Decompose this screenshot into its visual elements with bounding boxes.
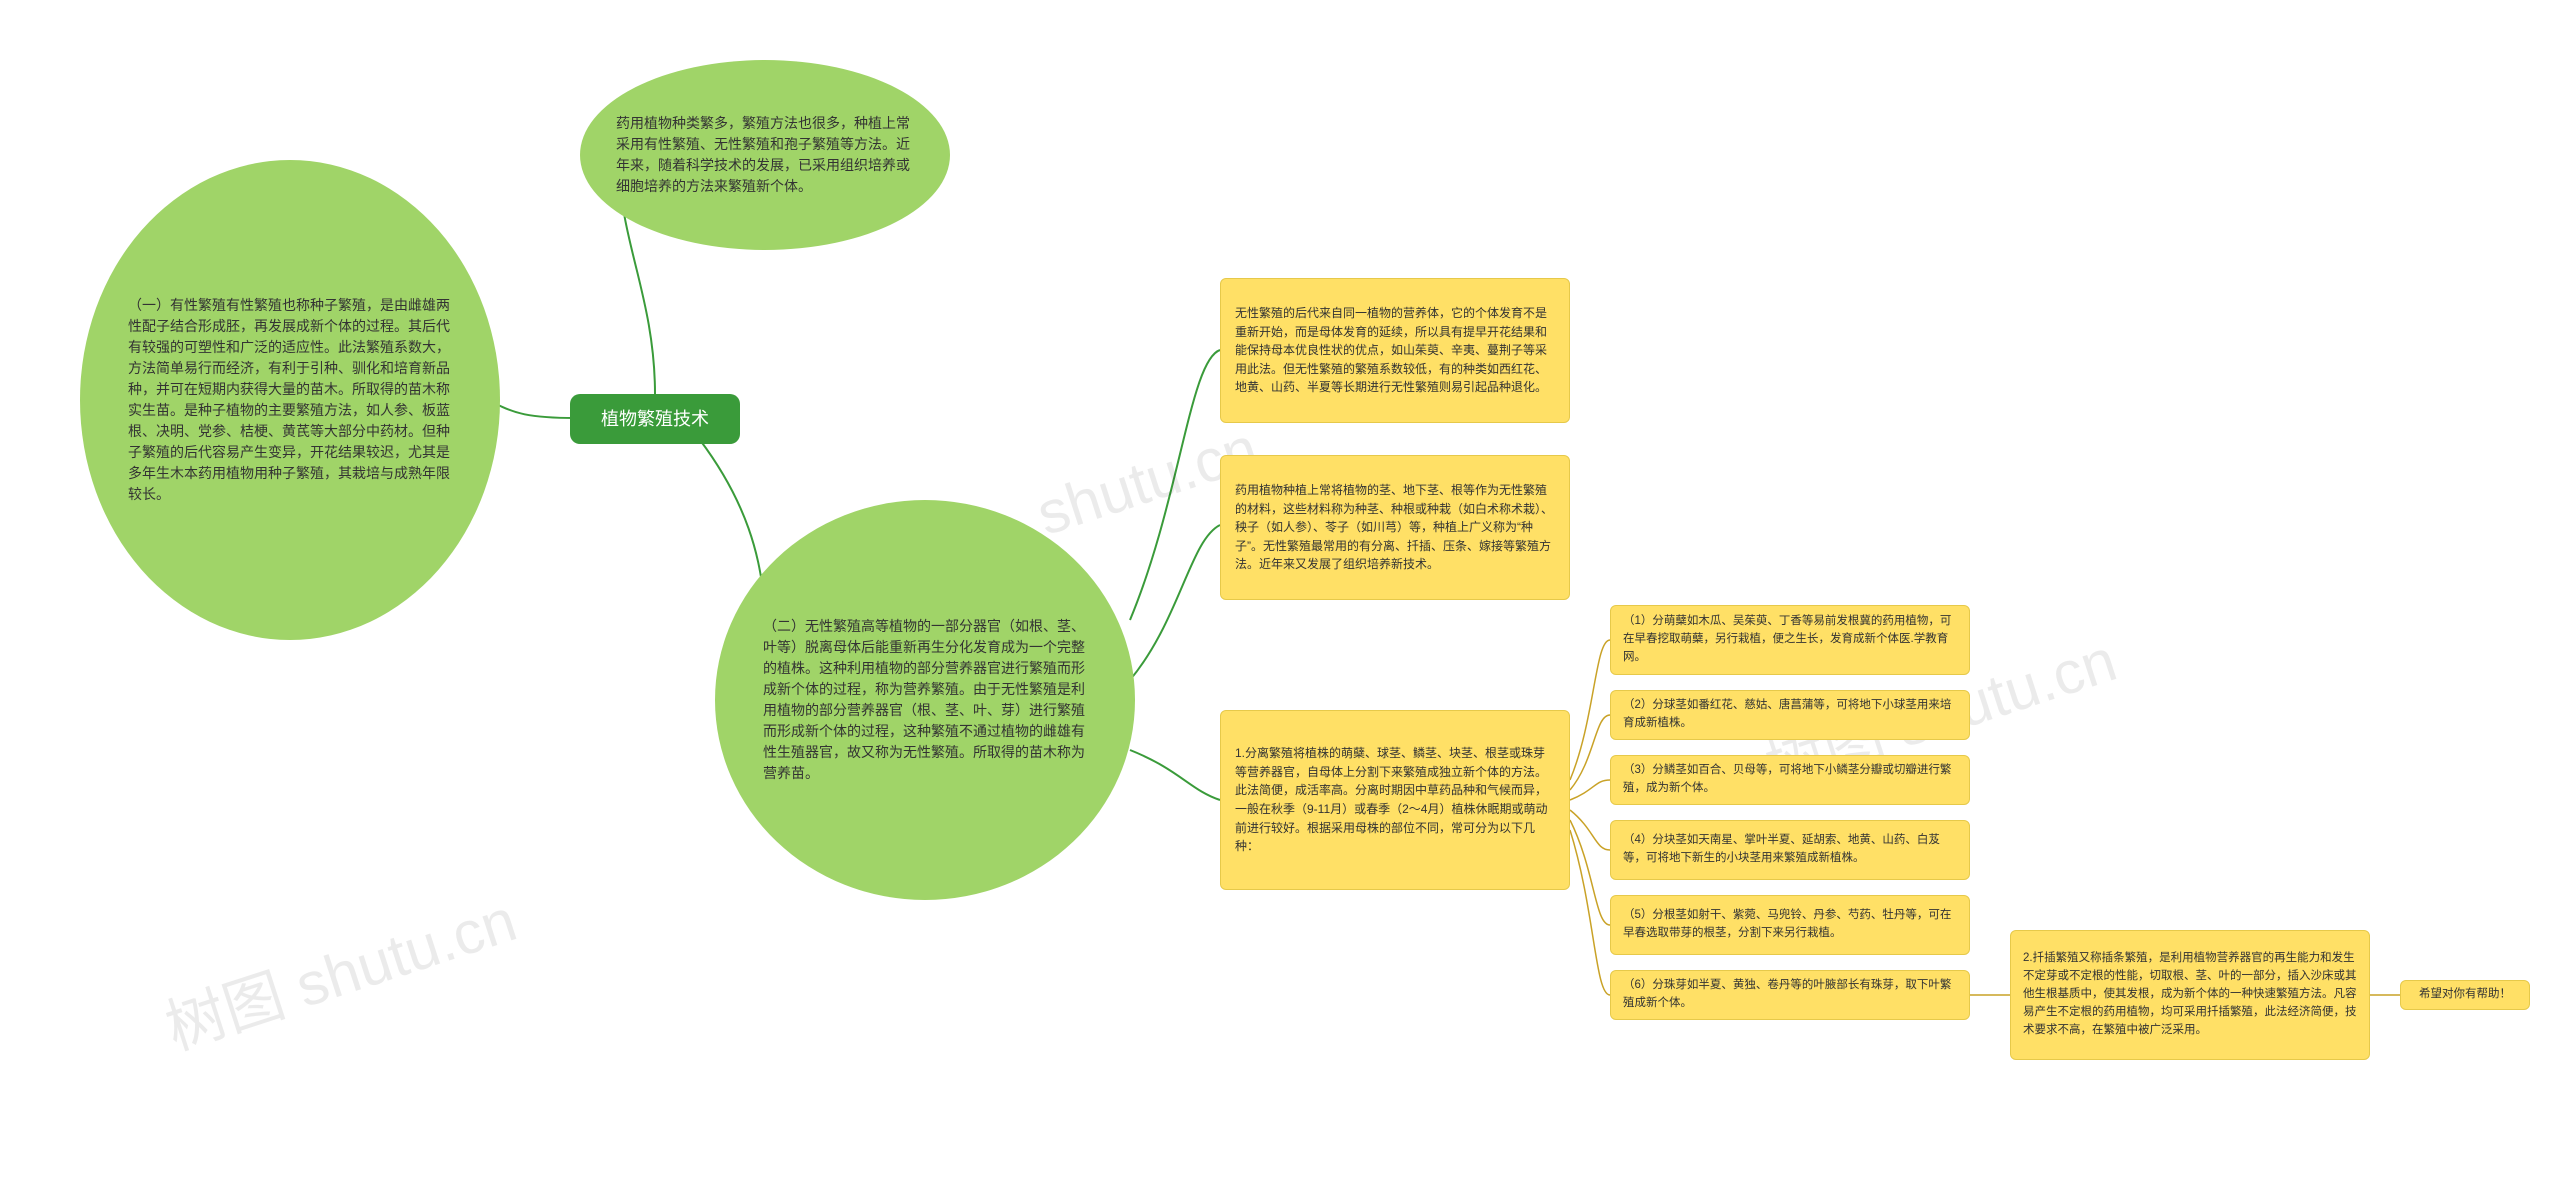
node-intro[interactable]: 药用植物种类繁多，繁殖方法也很多，种植上常采用有性繁殖、无性繁殖和孢子繁殖等方法… <box>580 60 950 250</box>
root-node[interactable]: 植物繁殖技术 <box>570 394 740 444</box>
node-d5[interactable]: （5）分根茎如射干、紫菀、马兜铃、丹参、芍药、牡丹等，可在早春选取带芽的根茎，分… <box>1610 895 1970 955</box>
node-branch-one-text: （一）有性繁殖有性繁殖也称种子繁殖，是由雌雄两性配子结合形成胚，再发展成新个体的… <box>128 295 452 505</box>
node-branch-one[interactable]: （一）有性繁殖有性繁殖也称种子繁殖，是由雌雄两性配子结合形成胚，再发展成新个体的… <box>80 160 500 640</box>
node-branch-two-text: （二）无性繁殖高等植物的一部分器官（如根、茎、叶等）脱离母体后能重新再生分化发育… <box>763 616 1087 784</box>
node-branch-two[interactable]: （二）无性繁殖高等植物的一部分器官（如根、茎、叶等）脱离母体后能重新再生分化发育… <box>715 500 1135 900</box>
root-label: 植物繁殖技术 <box>601 406 709 433</box>
node-d3[interactable]: （3）分鳞茎如百合、贝母等，可将地下小鳞茎分瓣或切瓣进行繁殖，成为新个体。 <box>1610 755 1970 805</box>
node-d4-text: （4）分块茎如天南星、掌叶半夏、延胡索、地黄、山药、白芨等，可将地下新生的小块茎… <box>1623 832 1957 868</box>
node-d2[interactable]: （2）分球茎如番红花、慈姑、唐菖蒲等，可将地下小球茎用来培育成新植株。 <box>1610 690 1970 740</box>
node-d6[interactable]: （6）分珠芽如半夏、黄独、卷丹等的叶腋部长有珠芽，取下叶繁殖成新个体。 <box>1610 970 1970 1020</box>
node-e1-text: 2.扦插繁殖又称插条繁殖，是利用植物营养器官的再生能力和发生不定芽或不定根的性能… <box>2023 950 2357 1039</box>
node-d1-text: （1）分萌蘖如木瓜、吴茱萸、丁香等易前发根冀的药用植物，可在早春挖取萌蘖，另行栽… <box>1623 613 1957 666</box>
node-e1[interactable]: 2.扦插繁殖又称插条繁殖，是利用植物营养器官的再生能力和发生不定芽或不定根的性能… <box>2010 930 2370 1060</box>
node-d6-text: （6）分珠芽如半夏、黄独、卷丹等的叶腋部长有珠芽，取下叶繁殖成新个体。 <box>1623 977 1957 1013</box>
node-final[interactable]: 希望对你有帮助！ <box>2400 980 2530 1010</box>
node-c3-text: 1.分离繁殖将植株的萌蘖、球茎、鳞茎、块茎、根茎或珠芽等营养器官，自母体上分割下… <box>1235 744 1555 856</box>
node-c2-text: 药用植物种植上常将植物的茎、地下茎、根等作为无性繁殖的材料，这些材料称为种茎、种… <box>1235 481 1555 574</box>
node-d2-text: （2）分球茎如番红花、慈姑、唐菖蒲等，可将地下小球茎用来培育成新植株。 <box>1623 697 1957 733</box>
node-final-text: 希望对你有帮助！ <box>2419 986 2511 1004</box>
node-d1[interactable]: （1）分萌蘖如木瓜、吴茱萸、丁香等易前发根冀的药用植物，可在早春挖取萌蘖，另行栽… <box>1610 605 1970 675</box>
node-c1[interactable]: 无性繁殖的后代来自同一植物的营养体，它的个体发育不是重新开始，而是母体发育的延续… <box>1220 278 1570 423</box>
node-c3[interactable]: 1.分离繁殖将植株的萌蘖、球茎、鳞茎、块茎、根茎或珠芽等营养器官，自母体上分割下… <box>1220 710 1570 890</box>
node-intro-text: 药用植物种类繁多，繁殖方法也很多，种植上常采用有性繁殖、无性繁殖和孢子繁殖等方法… <box>616 113 914 197</box>
node-d3-text: （3）分鳞茎如百合、贝母等，可将地下小鳞茎分瓣或切瓣进行繁殖，成为新个体。 <box>1623 762 1957 798</box>
watermark: 树图 shutu.cn <box>153 872 526 1067</box>
node-d4[interactable]: （4）分块茎如天南星、掌叶半夏、延胡索、地黄、山药、白芨等，可将地下新生的小块茎… <box>1610 820 1970 880</box>
node-c1-text: 无性繁殖的后代来自同一植物的营养体，它的个体发育不是重新开始，而是母体发育的延续… <box>1235 304 1555 397</box>
node-d5-text: （5）分根茎如射干、紫菀、马兜铃、丹参、芍药、牡丹等，可在早春选取带芽的根茎，分… <box>1623 907 1957 943</box>
node-c2[interactable]: 药用植物种植上常将植物的茎、地下茎、根等作为无性繁殖的材料，这些材料称为种茎、种… <box>1220 455 1570 600</box>
